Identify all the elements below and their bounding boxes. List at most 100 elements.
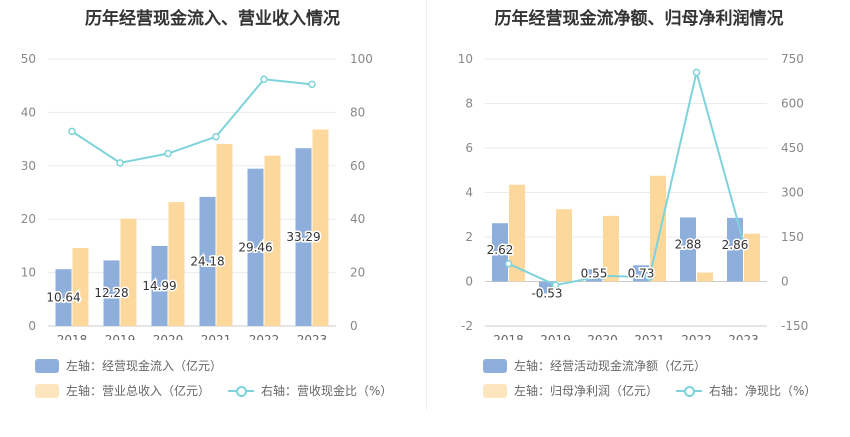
right-y-right-tick: 150 <box>781 230 804 244</box>
legend-label-net-cash[interactable]: 左轴：经营活动现金流净额（亿元） <box>514 359 707 373</box>
right-bar-primary <box>492 223 508 282</box>
left-y-right-tick: 60 <box>350 159 365 173</box>
right-ratio-point <box>645 273 654 281</box>
left-bar-secondary <box>312 129 329 326</box>
right-bar-primary <box>727 217 743 282</box>
left-y-left-tick: 20 <box>21 212 36 226</box>
left-bar-primary <box>295 148 312 326</box>
panel-divider <box>426 0 427 410</box>
left-y-left-tick: 0 <box>28 319 36 333</box>
chart-plot-right: -2 0 2 4 6 8 10 -150 0 150 300 450 600 750 2018 2019 202… <box>458 52 809 340</box>
left-bar-secondary <box>216 143 233 326</box>
left-ratio-point <box>68 127 76 136</box>
right-y-left-tick: 8 <box>465 97 473 111</box>
right-ratio-point <box>551 281 560 289</box>
right-x-tick: 2020 <box>587 333 618 340</box>
left-data-label: 29.46 <box>238 240 272 254</box>
legend-swatch-inflow <box>35 358 59 373</box>
left-bar-secondary <box>72 248 89 326</box>
left-y-right-tick: 100 <box>350 52 373 66</box>
left-y-right-tick: 0 <box>350 319 358 333</box>
right-y-right-tick: 600 <box>781 97 804 111</box>
left-data-label: 12.28 <box>94 286 128 300</box>
legend-swatch-net-cash <box>483 358 507 373</box>
right-x-tick: 2021 <box>634 333 665 340</box>
left-bar-secondary <box>168 202 185 326</box>
left-bar-secondary <box>264 155 281 326</box>
legend-label-inflow[interactable]: 左轴：经营现金流入（亿元） <box>66 359 223 373</box>
right-data-label: 2.88 <box>675 237 702 251</box>
left-y-right-tick: 40 <box>350 212 365 226</box>
right-x-tick: 2023 <box>728 333 759 340</box>
right-ratio-point <box>504 259 513 268</box>
left-data-label: 33.29 <box>286 230 320 244</box>
left-y-left-tick: 10 <box>21 266 36 280</box>
left-ratio-point <box>260 75 268 84</box>
right-bar-secondary <box>603 215 619 282</box>
chart-plot-left: 0 10 20 30 40 50 0 20 40 60 80 100 2018 2019 2020 2021 2… <box>21 52 373 340</box>
legend-swatch-ratio-line <box>228 384 255 398</box>
legend-left-row1: 左轴：经营现金流入（亿元） <box>35 357 222 374</box>
right-data-label: 0.55 <box>581 267 608 281</box>
legend-swatch-net-ratio-line <box>676 384 703 398</box>
right-y-right-tick: 450 <box>781 141 804 155</box>
legend-swatch-revenue <box>35 383 59 398</box>
right-y-left-tick: 6 <box>465 141 473 155</box>
left-data-label: 14.99 <box>142 279 176 293</box>
right-data-label: -0.53 <box>531 286 562 300</box>
legend-label-revenue[interactable]: 左轴：营业总收入（亿元） <box>66 384 211 398</box>
left-x-tick: 2022 <box>249 333 280 340</box>
left-x-tick: 2023 <box>297 333 328 340</box>
right-ratio-point <box>739 238 748 246</box>
chart-panel-left: 历年经营现金流入、营业收入情况 0 10 20 30 40 50 0 20 40 60 80 100 2… <box>21 9 393 399</box>
legend-right-row1: 左轴：经营活动现金流净额（亿元） <box>483 357 706 374</box>
right-bar-primary <box>539 281 555 294</box>
left-data-label: 10.64 <box>46 291 80 305</box>
right-bar-secondary <box>744 233 760 282</box>
right-x-tick: 2018 <box>493 333 524 340</box>
legend-swatch-net-profit <box>483 383 507 398</box>
right-ratio-point <box>598 272 607 280</box>
left-data-label: 24.18 <box>190 254 224 268</box>
legend-left-row2: 左轴：营业总收入（亿元） 右轴：营收现金比（%） <box>35 382 392 399</box>
right-data-label: 2.62 <box>487 243 514 257</box>
left-ratio-point <box>308 80 316 89</box>
left-y-left-tick: 30 <box>21 159 36 173</box>
left-bar-secondary <box>120 218 137 326</box>
left-ratio-point <box>212 132 220 141</box>
left-ratio-point <box>164 149 172 158</box>
chart-panel-right: 历年经营现金流净额、归母净利润情况 -2 0 2 4 6 8 10 -150 0 150 300 45… <box>428 0 850 437</box>
right-bar-secondary <box>509 184 525 282</box>
right-data-label: 0.73 <box>628 267 655 281</box>
left-y-right-tick: 80 <box>350 105 365 119</box>
right-x-tick: 2019 <box>540 333 571 340</box>
left-bar-primary <box>151 245 168 326</box>
legend-right-row2: 左轴：归母净利润（亿元） 右轴：净现比（%） <box>483 382 816 399</box>
left-bar-primary <box>103 260 120 326</box>
right-y-left-tick: -2 <box>461 319 473 333</box>
left-bar-primary <box>55 269 72 326</box>
left-bar-primary <box>247 168 264 326</box>
right-y-left-tick: 4 <box>465 186 473 200</box>
right-ratio-line <box>508 72 745 287</box>
left-bar-primary <box>199 196 216 326</box>
left-y-right-tick: 20 <box>350 266 365 280</box>
chart-title-left: 历年经营现金流入、营业收入情况 <box>85 9 340 29</box>
right-x-tick: 2022 <box>681 333 712 340</box>
right-y-right-tick: 0 <box>781 275 789 289</box>
left-ratio-point <box>116 159 124 167</box>
legend-label-net-ratio[interactable]: 右轴：净现比（%） <box>709 384 817 398</box>
left-ratio-line <box>71 78 313 164</box>
right-ratio-point <box>692 68 701 77</box>
right-bar-secondary <box>556 209 572 282</box>
right-y-right-tick: 750 <box>781 52 804 66</box>
left-x-tick: 2018 <box>57 333 88 340</box>
right-y-left-tick: 0 <box>465 275 473 289</box>
left-y-left-tick: 40 <box>21 105 36 119</box>
right-bar-primary <box>680 217 696 282</box>
right-data-label: 2.86 <box>722 238 749 252</box>
right-y-left-tick: 10 <box>458 52 473 66</box>
legend-label-ratio[interactable]: 右轴：营收现金比（%） <box>261 384 393 398</box>
right-y-right-tick: 300 <box>781 186 804 200</box>
legend-label-net-profit[interactable]: 左轴：归母净利润（亿元） <box>514 384 659 398</box>
